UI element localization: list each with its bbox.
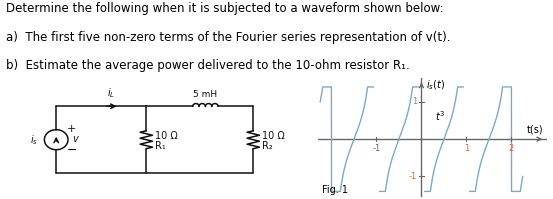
Text: -1: -1 [409,172,417,181]
Text: $t^3$: $t^3$ [435,109,445,123]
Text: R₂: R₂ [262,141,273,151]
Text: $i_s$: $i_s$ [30,133,38,147]
Text: R₁: R₁ [155,141,166,151]
Text: +: + [67,124,76,134]
Text: Determine the following when it is subjected to a waveform shown below:: Determine the following when it is subje… [6,2,443,15]
Text: 2: 2 [509,144,514,153]
Text: $v$: $v$ [72,134,80,143]
Text: t(s): t(s) [526,125,543,135]
Text: 1: 1 [464,144,469,153]
Text: 10 Ω: 10 Ω [155,131,178,141]
Text: 10 Ω: 10 Ω [262,131,285,141]
Text: b)  Estimate the average power delivered to the 10-ohm resistor R₁.: b) Estimate the average power delivered … [6,59,409,72]
Text: $i_s(t)$: $i_s(t)$ [426,79,445,92]
Text: −: − [66,144,77,157]
Text: 5 mH: 5 mH [194,90,217,99]
Text: -1: -1 [372,144,380,153]
Text: $i_L$: $i_L$ [107,87,115,100]
Text: a)  The first five non-zero terms of the Fourier series representation of v(t).: a) The first five non-zero terms of the … [6,31,450,44]
Text: Fig. 1: Fig. 1 [322,185,348,195]
Text: 1: 1 [412,97,417,106]
